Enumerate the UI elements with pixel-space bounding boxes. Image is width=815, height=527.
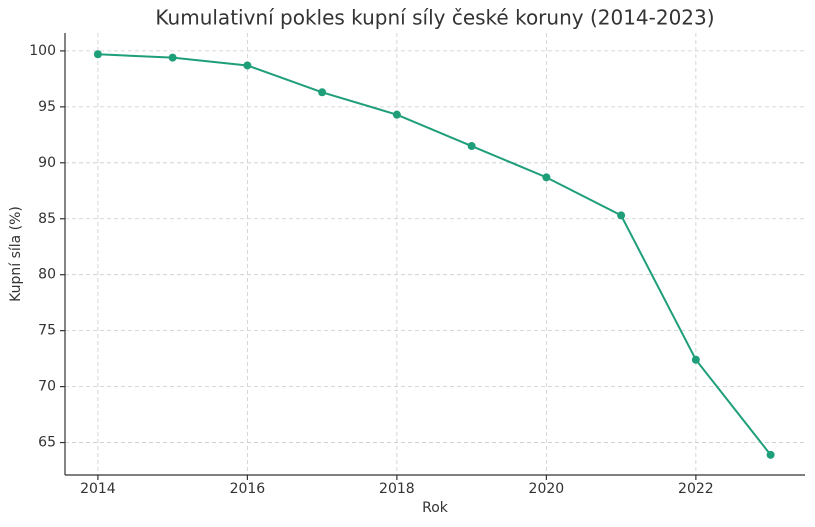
chart-title: Kumulativní pokles kupní síly české koru… — [155, 6, 714, 30]
y-tick-label: 100 — [29, 43, 56, 59]
x-axis-label: Rok — [422, 500, 449, 516]
y-tick-label: 65 — [38, 435, 56, 451]
y-tick-label: 70 — [38, 379, 56, 395]
x-tick-label: 2020 — [529, 481, 565, 497]
y-axis-label: Kupní síla (%) — [8, 206, 24, 302]
line — [97, 53, 772, 456]
point — [766, 450, 775, 459]
point — [168, 53, 177, 62]
y-tick-label: 90 — [38, 155, 56, 171]
point — [467, 142, 476, 151]
point — [93, 50, 102, 59]
y-tick-label: 80 — [38, 267, 56, 283]
point — [392, 110, 401, 119]
x-tick-label: 2018 — [379, 481, 415, 497]
y-tick-label: 85 — [38, 211, 56, 227]
y-tick-label: 95 — [38, 99, 56, 115]
x-tick-label: 2022 — [678, 481, 714, 497]
point — [243, 61, 252, 70]
point — [691, 355, 700, 364]
point — [617, 211, 626, 220]
point — [542, 173, 551, 182]
point — [318, 88, 327, 97]
x-tick-label: 2016 — [230, 481, 266, 497]
y-tick-label: 75 — [38, 323, 56, 339]
x-tick-label: 2014 — [80, 481, 116, 497]
